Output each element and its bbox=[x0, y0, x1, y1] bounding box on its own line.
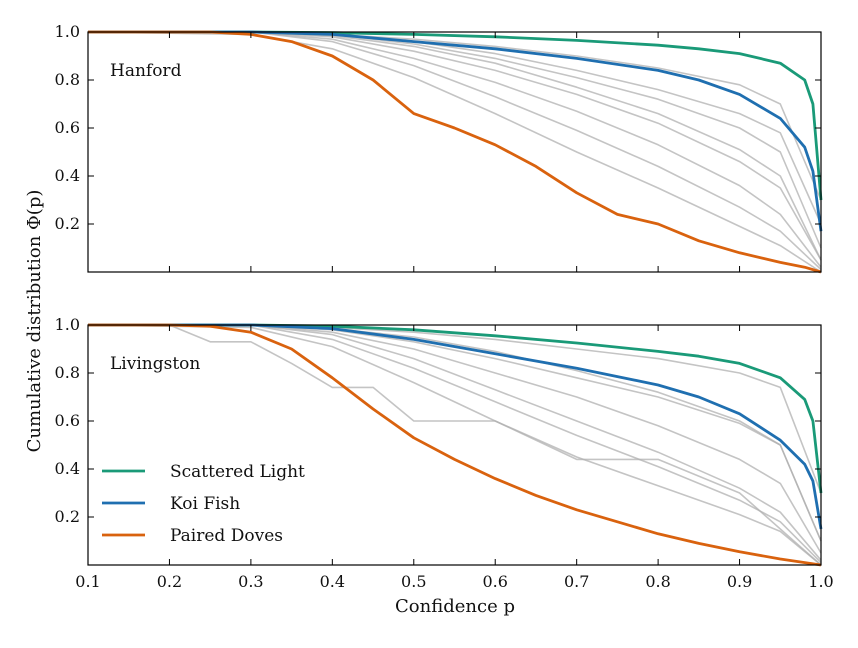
x-tick-label: 0.2 bbox=[157, 572, 182, 591]
chart-panel-2: 0.1 0.2 0.3 0.4 0.5 0.6 0.7 0.8 0.9 1.0 0.2 0.4 0.6 0… bbox=[55, 315, 834, 591]
y-tick-label: 0.6 bbox=[55, 411, 80, 430]
series-line-background bbox=[88, 31, 822, 201]
y-tick-label: 0.4 bbox=[55, 459, 80, 478]
y-tick-label: 1.0 bbox=[55, 315, 80, 334]
series-line-background bbox=[88, 31, 822, 268]
y-tick-label: 0.8 bbox=[55, 363, 80, 382]
y-tick-label: 0.2 bbox=[55, 507, 80, 526]
series-line-background bbox=[88, 31, 822, 261]
x-tick-label: 0.6 bbox=[482, 572, 507, 591]
y-tick-label: 0.2 bbox=[55, 214, 80, 233]
series-line-background bbox=[88, 31, 822, 261]
x-tick-label: 0.5 bbox=[401, 572, 426, 591]
x-axis-label: Confidence p bbox=[395, 596, 515, 617]
series-line-background bbox=[88, 31, 822, 249]
y-tick-label: 0.6 bbox=[55, 118, 80, 137]
x-tick-label: 0.3 bbox=[238, 572, 263, 591]
series-line-background bbox=[88, 324, 822, 554]
panel-label: Hanford bbox=[110, 61, 182, 81]
series-line-background bbox=[87, 31, 822, 273]
legend-label: Scattered Light bbox=[170, 462, 305, 482]
series-line-background bbox=[88, 324, 822, 561]
x-tick-label: 0.9 bbox=[727, 572, 752, 591]
series-line-scattered-light bbox=[88, 30, 823, 201]
chart-panel-1: 0.2 0.4 0.6 0.8 1.0 Hanford bbox=[55, 22, 823, 274]
x-tick-label: 1.0 bbox=[808, 572, 833, 591]
legend-label: Paired Doves bbox=[170, 526, 283, 546]
x-tick-label: 0.1 bbox=[75, 572, 100, 591]
y-tick-label: 1.0 bbox=[55, 22, 80, 41]
series-line-paired-doves bbox=[88, 30, 822, 274]
series-line-background bbox=[87, 324, 822, 566]
series-line-paired-doves bbox=[88, 323, 822, 567]
y-tick-label: 0.8 bbox=[55, 70, 80, 89]
y-tick-label: 0.4 bbox=[55, 166, 80, 185]
x-tick-label: 0.4 bbox=[320, 572, 345, 591]
series-line-koi-fish bbox=[88, 30, 823, 232]
y-axis-label: Cumulative distribution Φ(p) bbox=[24, 190, 45, 453]
panel-label: Livingston bbox=[110, 354, 200, 374]
series-line-background bbox=[88, 31, 822, 271]
series-line-background bbox=[88, 324, 822, 566]
x-tick-label: 0.7 bbox=[564, 572, 589, 591]
plot-frame bbox=[87, 324, 822, 566]
plot-frame bbox=[87, 31, 822, 273]
legend-label: Koi Fish bbox=[170, 494, 240, 514]
x-tick-label: 0.8 bbox=[645, 572, 670, 591]
